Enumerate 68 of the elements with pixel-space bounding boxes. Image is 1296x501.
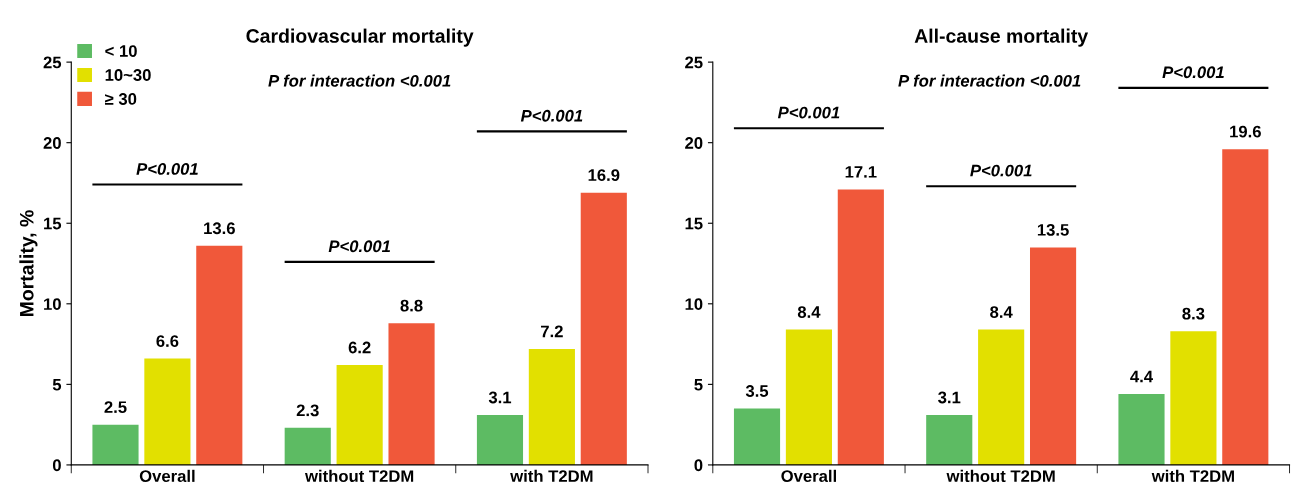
- annotation: P<0.001: [520, 109, 583, 122]
- annotation: P for interaction <0.001: [898, 74, 1081, 87]
- bar: [336, 365, 383, 465]
- y-tick-label: 5: [694, 378, 703, 391]
- y-tick-label: 15: [685, 217, 703, 230]
- data-label: 4.4: [1130, 370, 1153, 383]
- data-label: 8.3: [1182, 307, 1205, 320]
- bar: [284, 427, 331, 465]
- x-tick-label: without T2DM: [304, 469, 414, 483]
- data-label: 8.8: [400, 299, 423, 312]
- data-label: 3.1: [488, 391, 512, 404]
- y-tick-label: 5: [52, 378, 62, 391]
- bar: [1170, 331, 1217, 465]
- data-label: 13.5: [1037, 223, 1069, 236]
- y-tick-label: 0: [694, 459, 703, 472]
- bar: [476, 414, 524, 465]
- data-label: 3.1: [938, 391, 961, 404]
- data-label: 8.4: [990, 306, 1013, 318]
- data-label: 6.2: [348, 341, 371, 354]
- data-label: 3.5: [745, 385, 769, 397]
- bar: [837, 189, 884, 465]
- bar: [388, 323, 435, 465]
- y-axis-title: Mortality, %: [19, 210, 38, 317]
- annotation: P for interaction <0.001: [268, 74, 451, 87]
- bar: [1118, 394, 1165, 465]
- bar: [733, 408, 781, 465]
- y-tick-label: 25: [685, 56, 703, 69]
- chart-title: All-cause mortality: [914, 28, 1089, 47]
- y-tick-label: 20: [43, 137, 61, 149]
- x-tick-label: without T2DM: [946, 469, 1055, 483]
- legend-label: < 10: [105, 45, 137, 57]
- y-tick-label: 15: [44, 217, 62, 230]
- annotation: P<0.001: [328, 240, 391, 253]
- bar: [92, 424, 139, 465]
- y-tick-label: 10: [685, 298, 703, 311]
- data-label: 2.3: [296, 404, 319, 417]
- bar: [926, 414, 973, 465]
- bar: [785, 329, 832, 465]
- y-tick-label: 20: [685, 137, 703, 149]
- bar: [1030, 247, 1077, 465]
- chart-title: Cardiovascular mortality: [246, 28, 474, 47]
- annotation: P<0.001: [136, 163, 198, 175]
- data-label: 8.4: [797, 306, 821, 318]
- data-label: 13.6: [204, 222, 235, 235]
- y-tick-label: 25: [43, 56, 62, 69]
- bar: [1222, 149, 1269, 465]
- bar: [528, 348, 575, 465]
- legend-label: 10~30: [105, 69, 151, 81]
- data-label: 7.2: [541, 325, 563, 338]
- data-label: 2.5: [104, 401, 127, 414]
- x-tick-label: Overall: [139, 469, 195, 483]
- bar: [580, 192, 627, 465]
- annotation: P<0.001: [970, 164, 1032, 177]
- bar: [978, 329, 1025, 465]
- x-tick-label: with T2DM: [1151, 469, 1234, 483]
- annotation: P<0.001: [1162, 66, 1224, 79]
- data-label: 17.1: [845, 166, 877, 178]
- x-tick-label: with T2DM: [510, 469, 593, 483]
- data-label: 6.6: [156, 335, 179, 347]
- y-tick-label: 0: [52, 459, 61, 472]
- bar: [144, 358, 191, 465]
- bar: [196, 245, 243, 465]
- legend-label: ≥ 30: [105, 93, 137, 105]
- y-tick-label: 10: [44, 298, 61, 311]
- annotation: P<0.001: [777, 106, 840, 119]
- x-tick-label: Overall: [781, 469, 836, 483]
- data-label: 19.6: [1230, 125, 1261, 138]
- data-label: 16.9: [588, 169, 620, 181]
